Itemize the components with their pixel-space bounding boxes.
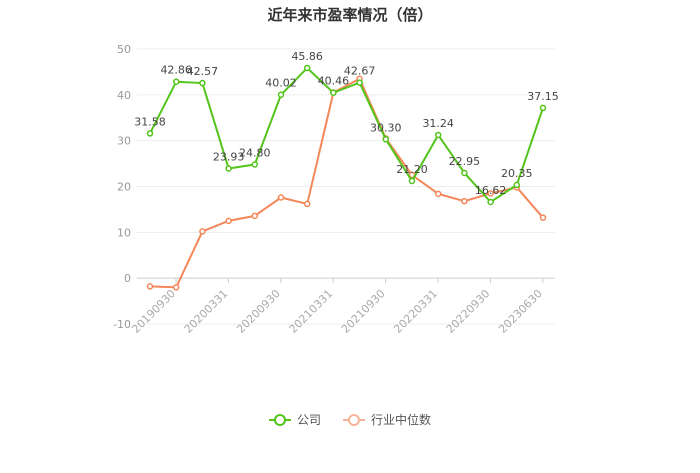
data-point[interactable] <box>146 283 154 290</box>
data-point[interactable] <box>199 228 206 235</box>
x-tick-label: 20200930 <box>234 287 283 336</box>
data-point[interactable] <box>277 91 285 98</box>
data-label: 42.57 <box>187 65 219 78</box>
data-label: 37.15 <box>527 90 559 103</box>
y-tick-label: 50 <box>117 43 131 56</box>
y-axis-ticks: -10 0 10 20 30 40 50 <box>113 43 131 331</box>
x-tick-label: 20210331 <box>287 287 336 336</box>
y-tick-label: 0 <box>124 272 131 285</box>
data-label: 23.93 <box>213 150 245 163</box>
data-point[interactable] <box>539 104 547 112</box>
series-line <box>149 77 544 289</box>
data-label: 31.58 <box>134 115 166 128</box>
data-label: 20.35 <box>501 167 533 180</box>
data-point[interactable] <box>199 79 206 87</box>
y-tick-label: -10 <box>113 318 131 331</box>
series-company <box>146 64 547 206</box>
x-tick-label: 20220331 <box>391 287 440 336</box>
data-point[interactable] <box>225 165 232 172</box>
data-point[interactable] <box>330 89 337 96</box>
series-line <box>149 66 544 204</box>
x-tick-label: 20190930 <box>129 287 178 336</box>
data-point[interactable] <box>251 212 259 220</box>
x-tick-label: 20200331 <box>182 287 231 336</box>
legend-swatch-company-icon <box>268 413 291 426</box>
data-point[interactable] <box>434 190 442 198</box>
data-point[interactable] <box>303 64 311 72</box>
data-point[interactable] <box>461 197 468 205</box>
data-point[interactable] <box>513 181 521 189</box>
data-label: 22.95 <box>449 155 481 168</box>
legend-swatch-industry-icon <box>343 413 365 426</box>
data-label: 30.30 <box>370 121 402 134</box>
y-tick-label: 30 <box>117 135 131 148</box>
data-point[interactable] <box>382 136 390 143</box>
data-label: 21.20 <box>396 163 428 176</box>
data-point[interactable] <box>146 130 154 137</box>
data-point[interactable] <box>487 190 494 197</box>
x-tick-label: 20220930 <box>444 287 493 336</box>
data-label: 40.46 <box>318 75 350 88</box>
data-label: 24.80 <box>239 147 271 160</box>
data-point[interactable] <box>251 161 259 168</box>
data-point[interactable] <box>408 177 416 185</box>
legend: 公司 行业中位数 <box>0 411 700 428</box>
data-label: 42.67 <box>344 65 376 78</box>
data-point[interactable] <box>172 78 180 85</box>
data-label: 45.86 <box>291 50 323 63</box>
data-point[interactable] <box>225 217 232 225</box>
legend-item-industry-median[interactable]: 行业中位数 <box>343 411 431 428</box>
data-label: 16.62 <box>475 184 507 197</box>
x-tick-label: 20210930 <box>339 287 388 336</box>
data-point[interactable] <box>487 198 494 206</box>
data-point[interactable] <box>461 169 468 177</box>
legend-label-industry-median: 行业中位数 <box>371 413 432 427</box>
legend-item-company[interactable]: 公司 <box>268 411 321 428</box>
data-label: 31.24 <box>422 117 454 130</box>
data-label: 40.02 <box>265 77 297 90</box>
series-layer <box>146 64 547 291</box>
chart-title: 近年来市盈率情况（倍） <box>267 6 433 24</box>
data-point[interactable] <box>434 131 442 139</box>
data-point[interactable] <box>277 194 285 201</box>
y-tick-label: 20 <box>117 181 131 194</box>
legend-label-company: 公司 <box>296 413 321 427</box>
x-tick-label: 20230630 <box>496 287 545 336</box>
x-axis-ticks: 20190930 20200331 20200930 20210331 20210930… <box>129 278 545 336</box>
data-point[interactable] <box>303 200 311 208</box>
data-label: 42.86 <box>160 64 192 77</box>
data-point[interactable] <box>356 79 363 86</box>
y-tick-label: 10 <box>117 226 131 239</box>
data-point[interactable] <box>172 284 180 291</box>
y-tick-label: 40 <box>117 89 131 102</box>
data-point[interactable] <box>539 214 547 221</box>
grid-lines <box>137 48 555 325</box>
